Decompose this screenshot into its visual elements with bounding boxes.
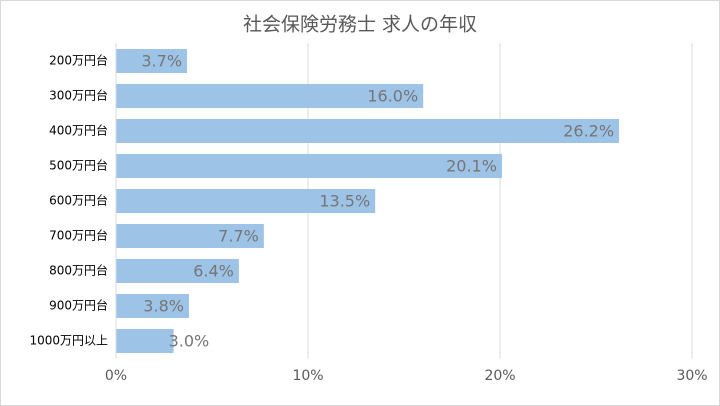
chart-title: 社会保険労務士 求人の年収 (243, 14, 477, 36)
bar (116, 294, 189, 318)
bar (116, 49, 188, 73)
x-tick-label: 30% (676, 368, 707, 384)
y-tick-label: 200万円台 (49, 53, 108, 68)
y-tick-label: 800万円台 (49, 263, 108, 278)
bar (116, 154, 502, 178)
bar (116, 259, 239, 283)
value-label: 7.7% (218, 227, 259, 246)
y-tick-label: 400万円台 (49, 123, 108, 138)
value-label: 26.2% (563, 122, 614, 141)
value-label: 3.0% (169, 332, 210, 351)
bar (116, 119, 620, 143)
y-tick-label: 500万円台 (49, 158, 108, 173)
y-tick-label: 900万円台 (49, 298, 108, 313)
bar (116, 224, 264, 248)
y-tick-label: 1000万円以上 (29, 334, 108, 348)
bar (116, 329, 174, 353)
y-tick-label: 300万円台 (49, 88, 108, 103)
value-label: 6.4% (193, 262, 234, 281)
value-label: 3.7% (141, 52, 182, 71)
value-label: 16.0% (367, 87, 418, 106)
value-label: 3.8% (143, 297, 184, 316)
x-tick-label: 10% (292, 368, 323, 384)
y-tick-label: 600万円台 (49, 193, 108, 208)
y-tick-label: 700万円台 (49, 228, 108, 243)
bar (116, 189, 376, 213)
x-tick-label: 20% (484, 368, 515, 384)
value-label: 13.5% (319, 192, 370, 211)
x-tick-label: 0% (105, 368, 127, 384)
value-label: 20.1% (446, 157, 497, 176)
bar (116, 84, 424, 108)
